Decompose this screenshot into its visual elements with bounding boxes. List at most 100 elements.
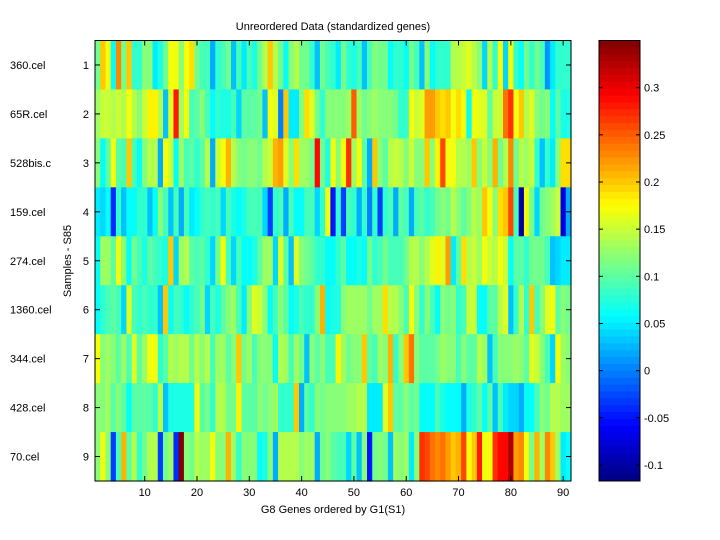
heatmap-cell	[257, 138, 263, 188]
heatmap-cell	[194, 187, 201, 237]
heatmap-cell	[408, 89, 415, 139]
heatmap-cell	[508, 285, 515, 335]
heatmap-cell	[126, 40, 133, 91]
row-label: 274.cel	[10, 256, 45, 268]
heatmap-cell	[534, 432, 541, 482]
heatmap-cell	[199, 285, 206, 335]
heatmap-cell	[523, 40, 530, 91]
heatmap-cell	[518, 89, 525, 139]
heatmap-cell	[382, 334, 389, 384]
heatmap-cell	[382, 432, 389, 482]
heatmap-cell	[136, 285, 143, 335]
heatmap-cell	[461, 383, 467, 433]
heatmap-cell	[126, 89, 133, 139]
heatmap-cell	[403, 334, 410, 384]
heatmap-cell	[461, 334, 467, 384]
heatmap-cell	[278, 334, 284, 384]
heatmap-cell	[236, 187, 243, 237]
heatmap-cell	[440, 432, 447, 482]
colorbar-segment	[599, 467, 640, 475]
heatmap-cell	[173, 40, 180, 91]
heatmap-cell	[471, 432, 478, 482]
heatmap-cell	[476, 432, 483, 482]
heatmap-cell	[163, 138, 169, 188]
heatmap-cell	[450, 187, 457, 237]
x-tick-label: 50	[348, 487, 360, 499]
heatmap-cell	[518, 334, 525, 384]
heatmap-cell	[351, 432, 358, 482]
heatmap-cell	[346, 187, 352, 237]
heatmap-cell	[419, 89, 426, 139]
heatmap-cell	[445, 187, 452, 237]
heatmap-cell	[419, 383, 426, 433]
heatmap-cell	[455, 138, 462, 188]
heatmap-cell	[424, 138, 431, 188]
heatmap-cell	[199, 89, 206, 139]
heatmap-cell	[550, 432, 556, 482]
heatmap-cell	[440, 383, 447, 433]
heatmap-cell	[115, 187, 122, 237]
heatmap-cell	[340, 40, 347, 91]
heatmap-cell	[471, 334, 478, 384]
heatmap-cell	[283, 285, 290, 335]
heatmap-cell	[513, 187, 520, 237]
colorbar-segment	[599, 460, 640, 468]
heatmap-cell	[335, 383, 342, 433]
heatmap-cell	[262, 383, 269, 433]
heatmap-cell	[372, 432, 379, 482]
heatmap-cell	[142, 334, 148, 384]
heatmap-cell	[351, 334, 358, 384]
heatmap-cell	[539, 285, 546, 335]
heatmap-cell	[555, 138, 562, 188]
heatmap-cell	[403, 432, 410, 482]
heatmap-cell	[382, 236, 389, 286]
heatmap-cell	[189, 40, 195, 91]
heatmap-cell	[503, 40, 509, 91]
heatmap-cell	[398, 432, 405, 482]
heatmap-cell	[513, 432, 520, 482]
heatmap-cell	[241, 187, 248, 237]
heatmap-cell	[466, 187, 473, 237]
heatmap-cell	[325, 236, 331, 286]
heatmap-cell	[194, 89, 201, 139]
heatmap-cell	[476, 187, 483, 237]
heatmap-cell	[178, 236, 185, 286]
heatmap-cell	[482, 285, 488, 335]
heatmap-cell	[435, 236, 441, 286]
colorbar-segment	[599, 357, 640, 365]
heatmap-cell	[330, 40, 337, 91]
heatmap-cell	[419, 40, 426, 91]
heatmap-cell	[115, 40, 122, 91]
heatmap-cell	[335, 187, 342, 237]
heatmap-cell	[560, 432, 567, 482]
heatmap-cell	[215, 285, 222, 335]
colorbar-segment	[599, 377, 640, 386]
colorbar-segment	[599, 240, 640, 248]
row-label: 344.cel	[10, 354, 45, 366]
heatmap-cell	[429, 89, 436, 139]
heatmap-cell	[278, 383, 284, 433]
heatmap-cell	[523, 187, 530, 237]
heatmap-cell	[440, 89, 447, 139]
heatmap-cell	[403, 285, 410, 335]
heatmap-cell	[482, 432, 488, 482]
heatmap-cell	[403, 187, 410, 237]
heatmap-cell	[136, 432, 143, 482]
heatmap-cell	[356, 334, 363, 384]
heatmap-cell	[335, 40, 342, 91]
heatmap-cell	[440, 285, 447, 335]
heatmap-cell	[283, 89, 290, 139]
heatmap-cell	[476, 334, 483, 384]
heatmap-cell	[466, 138, 473, 188]
heatmap-cell	[361, 138, 368, 188]
heatmap-cell	[100, 334, 107, 384]
heatmap-cell	[466, 383, 473, 433]
heatmap-cell	[262, 334, 269, 384]
heatmap-cell	[257, 187, 263, 237]
colorbar-segment	[599, 61, 640, 69]
colorbar-segment	[599, 446, 640, 454]
heatmap-cell	[450, 89, 457, 139]
heatmap-cell	[183, 187, 190, 237]
heatmap-cell	[189, 187, 195, 237]
heatmap-cell	[529, 138, 535, 188]
